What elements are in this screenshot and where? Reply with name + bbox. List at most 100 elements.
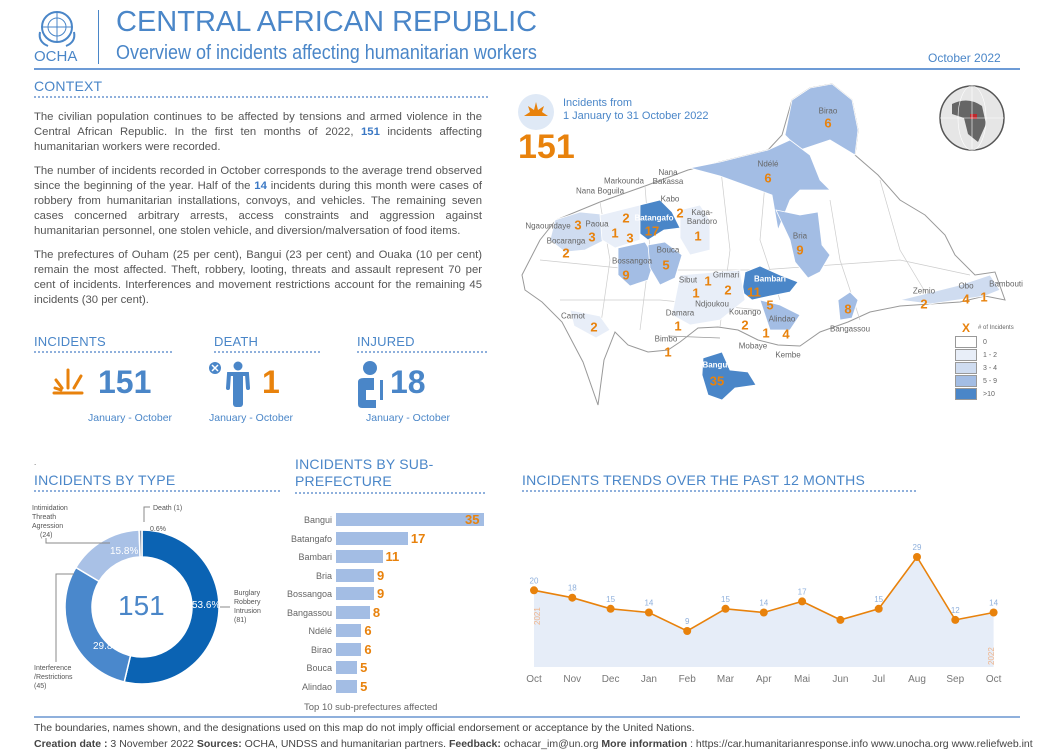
map-count-mobaye: 1	[762, 325, 770, 341]
map-label-alindao: Alindao	[768, 314, 796, 324]
map-label-bocaranga: Bocaranga	[546, 236, 586, 246]
data-label: 15	[721, 595, 730, 604]
data-point	[568, 593, 577, 602]
map-legend: 0 1 - 2 3 - 4 5 - 9 >10	[955, 336, 997, 401]
x-tick-label: Apr	[756, 674, 772, 685]
bar-value: 8	[372, 604, 381, 620]
leader-line	[45, 538, 110, 544]
x-tick-label: Feb	[679, 674, 697, 685]
page-title: CENTRAL AFRICAN REPUBLIC	[116, 6, 538, 38]
map-count-kembe: 4	[782, 326, 790, 342]
bar-label: Bangui	[303, 515, 332, 525]
bar	[336, 531, 408, 545]
map-count-bria: 9	[796, 242, 804, 258]
slice-count: (1)	[173, 505, 183, 512]
more-info-links[interactable]: : https://car.humanitarianresponse.info …	[687, 738, 1033, 750]
car-map[interactable]	[0, 0, 1048, 420]
data-label: 14	[644, 599, 653, 608]
data-point	[913, 553, 921, 561]
map-count-damara: 1	[674, 318, 682, 334]
x-tick-label: Jul	[872, 674, 885, 685]
map-count-bambouti: 1	[980, 289, 988, 305]
legend-item: 1 - 2	[955, 349, 997, 361]
bar-label: Ndélé	[308, 626, 332, 636]
bar-value: 6	[364, 641, 372, 657]
map-label-kaga-bandoro: Kaga-Bandoro	[686, 208, 718, 226]
data-point	[759, 608, 768, 617]
bar-value: 17	[410, 530, 426, 546]
kpi-incidents-period: January - October	[88, 412, 173, 424]
person-dead-icon	[209, 361, 250, 407]
map-count-obo: 4	[962, 291, 970, 307]
map-count-birao: 6	[824, 115, 832, 131]
legend-swatch	[955, 362, 977, 374]
data-label: 9	[685, 617, 690, 626]
label-death: Death (1)	[153, 505, 182, 512]
map-label-ndjoukou: Ndjoukou	[695, 299, 729, 309]
bar-label: Bambari	[298, 552, 332, 562]
map-label-sibut: Sibut	[678, 275, 698, 285]
kpi-injured-title: INJURED	[357, 334, 487, 353]
bar-value: 11	[385, 549, 400, 564]
area-fill	[534, 557, 994, 667]
x-tick-label: Sep	[946, 674, 964, 685]
globe-locator-icon	[939, 85, 1005, 151]
bar	[336, 568, 375, 582]
x-tick-label: Dec	[602, 674, 620, 685]
bar-value: 5	[360, 678, 368, 694]
year-label-start: 2021	[533, 607, 542, 625]
year-label-end: 2022	[987, 647, 996, 665]
data-label: 17	[798, 587, 807, 596]
donut-center-total: 151	[118, 590, 165, 621]
legend-swatch	[955, 375, 977, 387]
data-point	[874, 604, 883, 613]
data-label: 15	[874, 595, 883, 604]
bar-value: 6	[364, 623, 372, 638]
data-label: 15	[606, 595, 615, 604]
kpi-incidents-title: INCIDENTS	[34, 334, 172, 353]
data-point	[721, 604, 730, 613]
map-count-bangui: 35	[709, 373, 725, 389]
feedback-email[interactable]: ochacar_im@un.org	[500, 738, 602, 750]
map-label-nana-bakassa: Nana Bakassa	[652, 168, 684, 186]
legend-marker: X	[962, 321, 971, 335]
sources: OCHA, UNDSS and humanitarian partners.	[241, 738, 449, 750]
x-tick-label: Nov	[563, 674, 581, 685]
data-label: 14	[759, 599, 768, 608]
slice-count: (24)	[40, 532, 53, 539]
map-count-nana-bakassa: 3	[626, 230, 634, 246]
pct-death: 0.6%	[150, 526, 166, 533]
pct-interference: 29.8%	[93, 641, 122, 652]
kpi-death-title: DEATH	[214, 334, 320, 353]
slice-count: (45)	[34, 683, 47, 690]
data-point	[836, 615, 845, 624]
map-label-bambari: Bambari	[753, 274, 787, 284]
bar-chart-caption: Top 10 sub-prefectures affected	[304, 702, 438, 713]
trend-line	[533, 555, 994, 632]
map-label-bria: Bria	[792, 231, 808, 241]
incident-burst-icon	[518, 94, 554, 130]
text: The number of incidents recorded in Octo…	[34, 165, 482, 192]
map-count-kabo: 2	[676, 205, 684, 221]
map-count-bambari: 11	[747, 284, 761, 300]
leader-line	[55, 573, 74, 662]
legend-item: 5 - 9	[955, 375, 997, 387]
data-point	[951, 615, 960, 624]
map-count-alindao: 5	[766, 297, 774, 313]
map-label-zemio: Zemio	[912, 286, 936, 296]
legend-swatch	[955, 336, 977, 348]
legend-label: 5 - 9	[983, 377, 998, 385]
pct-burglary: 53.6%	[192, 600, 221, 611]
page-subtitle: Overview of incidents affecting humanita…	[116, 42, 537, 64]
data-point	[798, 597, 807, 606]
slice-count: (81)	[234, 617, 247, 624]
explosion-icon	[52, 368, 84, 395]
map-label-bimbo: Bimbo	[654, 334, 678, 344]
incidents-by-type-title: INCIDENTS BY TYPE	[34, 472, 280, 492]
map-count-markounda: 2	[622, 210, 630, 226]
map-count-ndjoukou: 1	[692, 285, 700, 301]
bar-value: 35	[465, 512, 480, 527]
label-interference: Interference /Restrictions (45)	[34, 664, 82, 691]
map-label-bambouti: Bambouti	[989, 279, 1023, 289]
